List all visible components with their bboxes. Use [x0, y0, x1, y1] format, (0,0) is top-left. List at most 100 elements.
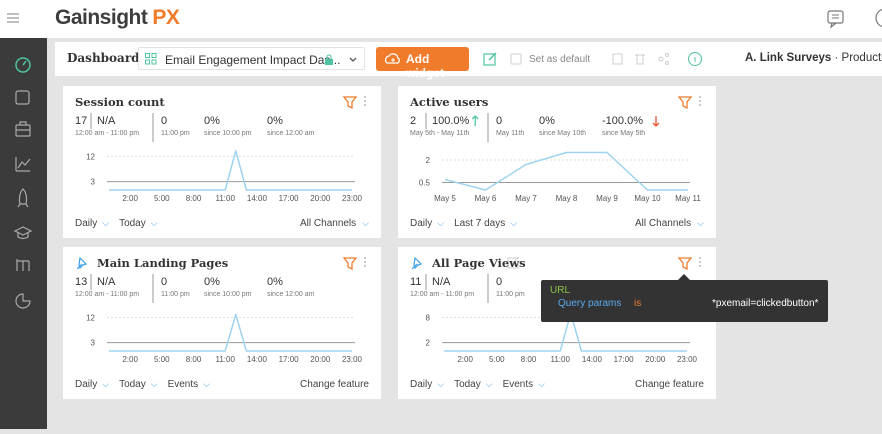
widget-title: Active users: [410, 95, 488, 109]
footer-control[interactable]: Change feature: [635, 379, 704, 390]
account[interactable]: A. Link Surveys · Productio: [745, 52, 882, 64]
footer-control[interactable]: All Channels⌵: [635, 218, 704, 229]
chevron: ⌵: [486, 379, 493, 389]
stat-label: May 5th - May 11th: [410, 130, 469, 137]
stat-label: 11:00 pm: [496, 291, 525, 298]
menu-dot: [364, 96, 366, 98]
dashboard-label: Dashboard: [67, 51, 140, 65]
y-tick-label: 8: [426, 313, 431, 322]
logo-px: PX: [152, 6, 179, 29]
filter-icon[interactable]: [679, 97, 691, 108]
footer-label: Change feature: [635, 379, 704, 390]
tooltip-heading: URL: [550, 285, 570, 296]
menu-dot: [699, 100, 701, 102]
menu-dot: [364, 104, 366, 106]
stat-extra: N/A: [432, 276, 450, 288]
add-widget-label: Add widget: [406, 52, 469, 80]
x-tick-label: May 7: [515, 194, 537, 203]
header-icons[interactable]: [826, 8, 882, 30]
pin-icon[interactable]: [77, 258, 86, 269]
stat-value: 0: [161, 276, 167, 288]
menu-dot: [364, 100, 366, 102]
x-tick-label: 8:00: [186, 355, 202, 364]
menu-dot: [364, 257, 366, 259]
x-tick-label: 11:00: [215, 355, 235, 364]
control-label: Daily: [410, 218, 432, 229]
control-label: Events: [503, 379, 534, 390]
y-tick-label: 3: [91, 178, 96, 187]
chevron: ⌵: [102, 379, 109, 389]
tooltip-field: Query params: [558, 298, 621, 309]
control-label: Events: [168, 379, 199, 390]
filter-icon[interactable]: [679, 258, 691, 269]
stat-label: 12:00 am - 11:00 pm: [75, 130, 139, 137]
x-tick-label: May 11: [675, 194, 701, 203]
control-label: Today: [119, 218, 146, 229]
x-tick-label: 14:00: [247, 194, 268, 203]
x-tick-label: 5:00: [154, 194, 170, 203]
add-widget-button[interactable]: Add widget: [376, 47, 469, 71]
control-dropdown[interactable]: Daily⌵: [410, 379, 444, 390]
x-tick-label: 2:00: [122, 355, 138, 364]
control-dropdown[interactable]: Daily⌵: [75, 218, 109, 229]
control-dropdown[interactable]: Events ⌵: [168, 379, 210, 390]
dashboard-select[interactable]: Email Engagement Impact Das...: [138, 47, 365, 70]
dashboard-name: Email Engagement Impact Das...: [165, 53, 340, 67]
pin-icon[interactable]: [412, 258, 421, 269]
x-tick-label: May 9: [596, 194, 618, 203]
control-dropdown[interactable]: Today ⌵: [119, 218, 158, 229]
control-label: Last 7 days: [454, 218, 505, 229]
menu-dot: [699, 96, 701, 98]
toolbar-icons[interactable]: [483, 51, 783, 67]
control-dropdown[interactable]: Last 7 days⌵: [454, 218, 517, 229]
stat-label: 11:00 pm: [161, 130, 190, 137]
x-tick-label: 11:00: [215, 194, 235, 203]
chevron: ⌵: [151, 218, 158, 228]
menu-dot: [364, 265, 366, 267]
trend-arrow: [472, 116, 478, 126]
widget-title: All Page Views: [432, 256, 526, 270]
control-dropdown[interactable]: Today⌵: [119, 379, 158, 390]
menu-dot: [699, 261, 701, 263]
environment: · Productio: [835, 52, 882, 64]
x-tick-label: 23:00: [342, 194, 363, 203]
filter-icon[interactable]: [344, 97, 356, 108]
x-tick-label: 14:00: [247, 355, 268, 364]
widget-title: Main Landing Pages: [97, 256, 228, 270]
stat-label: 12:00 am - 11:00 pm: [410, 291, 474, 298]
control-dropdown[interactable]: Daily⌵: [75, 379, 109, 390]
set-default-label[interactable]: Set as default: [529, 54, 590, 65]
chevron: ⌵: [437, 218, 444, 228]
x-tick-label: May 5: [434, 194, 456, 203]
stat-value: 0%: [267, 276, 283, 288]
tooltip-operator: is: [634, 298, 641, 309]
x-tick-label: May 10: [634, 194, 661, 203]
x-tick-label: 11:00: [550, 355, 570, 364]
y-tick-label: 2: [426, 156, 431, 165]
control-dropdown[interactable]: Daily ⌵: [410, 218, 444, 229]
footer-control[interactable]: Change feature: [300, 379, 369, 390]
tooltip-value: *pxemail=clickedbutton*: [712, 298, 818, 309]
stat-value: 0: [161, 115, 167, 127]
x-tick-label: 2:00: [457, 355, 473, 364]
x-tick-label: 23:00: [677, 355, 698, 364]
chevron: ⌵: [203, 379, 210, 389]
stat-label: since 10:00 pm: [204, 130, 251, 137]
x-tick-label: 8:00: [521, 355, 537, 364]
control-dropdown[interactable]: Events⌵: [503, 379, 545, 390]
account-name: A. Link Surveys: [745, 52, 831, 64]
footer-control[interactable]: All Channels⌵: [300, 218, 369, 229]
filter-icon[interactable]: [344, 258, 356, 269]
menu-icon[interactable]: [6, 12, 20, 24]
stat-value: 0%: [267, 115, 283, 127]
sidebar-icons[interactable]: [0, 38, 47, 429]
stat-value: 0: [496, 276, 502, 288]
control-dropdown[interactable]: Today⌵: [454, 379, 493, 390]
